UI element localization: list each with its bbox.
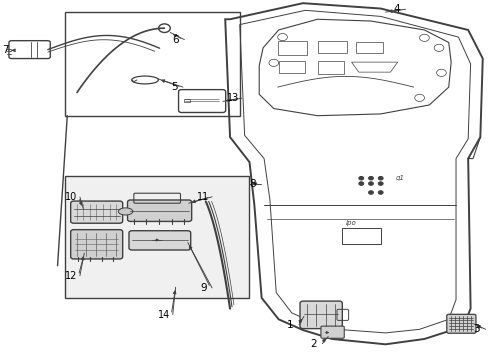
Circle shape — [378, 176, 383, 180]
Text: 6: 6 — [172, 35, 179, 45]
Text: 9: 9 — [200, 283, 206, 293]
FancyBboxPatch shape — [71, 201, 122, 223]
Text: 3: 3 — [473, 324, 479, 334]
Bar — [65, 12, 239, 116]
Text: q1: q1 — [395, 175, 404, 181]
Circle shape — [368, 176, 373, 180]
Bar — [341, 228, 380, 244]
Text: 12: 12 — [65, 271, 77, 281]
Circle shape — [378, 182, 383, 185]
Circle shape — [358, 182, 363, 185]
FancyBboxPatch shape — [71, 230, 122, 259]
Text: 10: 10 — [65, 192, 77, 202]
FancyBboxPatch shape — [129, 231, 190, 250]
Circle shape — [358, 176, 363, 180]
Text: 5: 5 — [170, 82, 177, 92]
Text: 1: 1 — [286, 320, 293, 330]
Bar — [356, 42, 383, 53]
Text: 11: 11 — [197, 192, 209, 202]
Bar — [65, 176, 249, 298]
Text: lpo: lpo — [346, 220, 356, 226]
Bar — [277, 41, 306, 55]
Bar — [183, 99, 189, 102]
FancyBboxPatch shape — [300, 301, 342, 329]
Bar — [317, 62, 344, 74]
Circle shape — [378, 191, 383, 194]
Circle shape — [368, 182, 373, 185]
Text: 4: 4 — [393, 4, 399, 14]
Bar — [317, 41, 346, 53]
FancyBboxPatch shape — [446, 314, 475, 333]
Text: 7: 7 — [2, 45, 9, 55]
Bar — [278, 62, 305, 73]
Text: 8: 8 — [248, 179, 255, 189]
FancyBboxPatch shape — [127, 200, 191, 221]
Text: 2: 2 — [310, 339, 316, 348]
FancyBboxPatch shape — [320, 326, 344, 338]
Ellipse shape — [118, 208, 133, 215]
Text: 13: 13 — [226, 93, 239, 103]
Text: 14: 14 — [158, 310, 170, 320]
Circle shape — [368, 191, 373, 194]
